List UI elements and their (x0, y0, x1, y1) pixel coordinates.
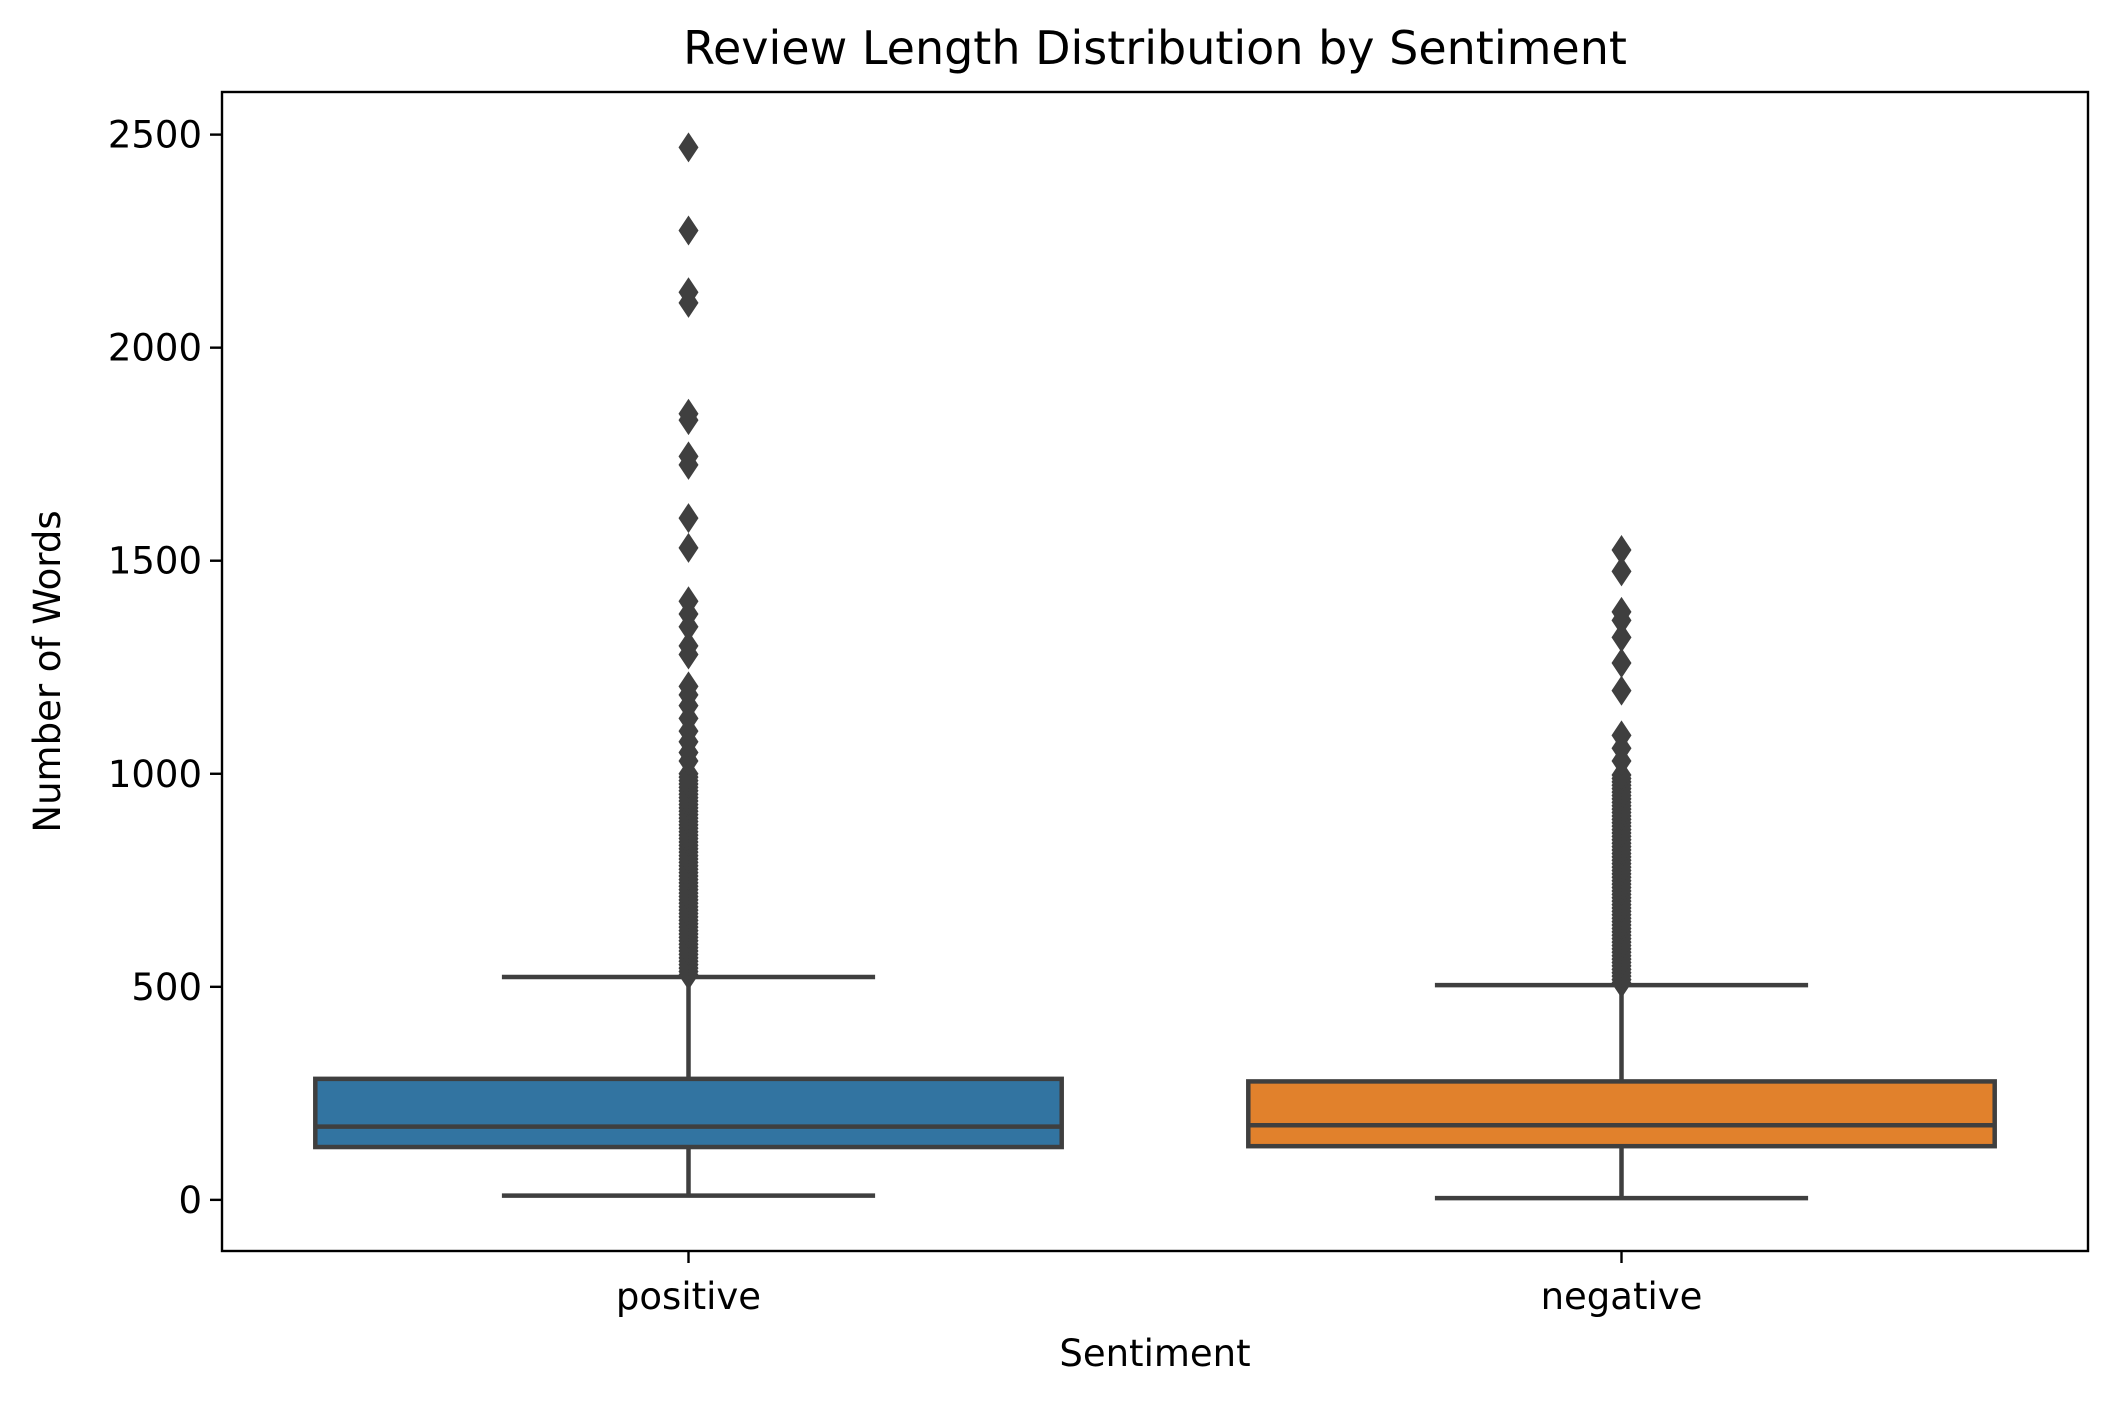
box-group-negative (1246, 535, 1997, 1201)
outlier-point (678, 132, 699, 163)
outlier-point (1611, 675, 1632, 706)
outlier-point (678, 671, 699, 702)
outlier-point (1611, 596, 1632, 627)
outlier-point (678, 586, 699, 617)
chart-title: Review Length Distribution by Sentiment (683, 21, 1627, 75)
y-tick-label: 2500 (108, 114, 202, 157)
outlier-point (1611, 647, 1632, 678)
plot-area: 0 500 1000 1500 2000 2500 positive negative (108, 114, 1997, 1318)
outlier-point (678, 441, 699, 472)
y-axis-label: Number of Words (26, 510, 69, 832)
outlier-point (678, 503, 699, 534)
y-tick-label: 0 (178, 1179, 202, 1222)
x-tick-label-negative: negative (1541, 1275, 1703, 1318)
y-tick-label: 1000 (108, 753, 202, 796)
x-axis-label: Sentiment (1059, 1332, 1250, 1375)
outlier-point (678, 277, 699, 308)
y-tick-label: 1500 (108, 540, 202, 583)
outlier-point (1611, 622, 1632, 653)
axes-frame (220, 90, 2090, 1253)
x-tick-label-positive: positive (616, 1275, 761, 1318)
outlier-point (678, 630, 699, 661)
outlier-point (678, 398, 699, 429)
outlier-point (1611, 556, 1632, 587)
outlier-point (1611, 535, 1632, 566)
y-tick-label: 500 (131, 966, 202, 1009)
y-tick-label: 2000 (108, 327, 202, 370)
box-positive (313, 1076, 1064, 1150)
outlier-point (1611, 720, 1632, 751)
outlier-point (678, 532, 699, 563)
box-negative (1246, 1079, 1997, 1149)
box-group-positive (313, 132, 1064, 1198)
outlier-point (678, 215, 699, 246)
